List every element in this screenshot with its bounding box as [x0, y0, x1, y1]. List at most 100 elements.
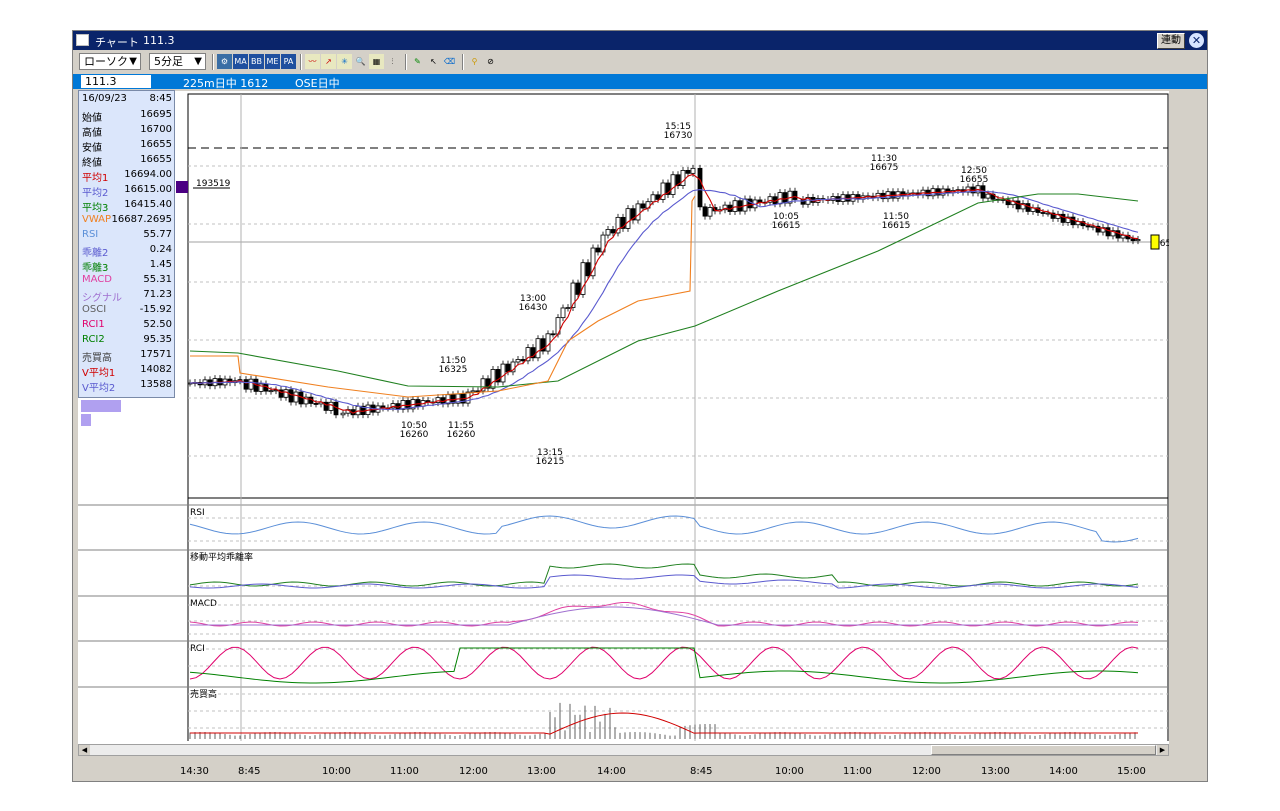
candle-body — [288, 389, 294, 403]
ohlc-value: 16687.2695 — [111, 214, 172, 225]
ohlc-value: -15.92 — [139, 304, 172, 315]
ohlc-row: V平均1 14082 — [82, 364, 172, 379]
chart-app-icon — [76, 34, 89, 46]
ohlc-value: 14082 — [140, 364, 172, 375]
link-button[interactable]: 連動 — [1157, 33, 1185, 49]
time-tick-label: 14:30 — [180, 766, 209, 777]
grid-icon[interactable]: ▦ — [369, 54, 384, 69]
candle-body — [732, 200, 738, 212]
ohlc-value: 17571 — [140, 349, 172, 360]
line-chart-icon[interactable]: 〰 — [305, 54, 320, 69]
candle-body — [1115, 230, 1121, 239]
eraser-icon[interactable]: ⌫ — [443, 57, 456, 66]
chart-type-value: ローソク — [84, 55, 128, 68]
settings-icon[interactable]: ⚙ — [217, 54, 232, 69]
ohlc-datetime: 16/09/23 8:45 — [82, 93, 172, 108]
ohlc-row: 乖離2 0.24 — [82, 244, 172, 259]
chart-area[interactable]: 1670016600165001640016300162001656819351… — [78, 91, 1205, 745]
time-tick-label: 11:00 — [390, 766, 419, 777]
candle-body — [675, 174, 681, 186]
ohlc-time: 8:45 — [149, 93, 172, 104]
chart-type-dropdown[interactable]: ローソク ▼ — [79, 53, 141, 70]
time-tick-label: 13:00 — [981, 766, 1010, 777]
candle-body — [258, 383, 264, 392]
candle-body — [767, 196, 773, 203]
ohlc-key: 高値 — [82, 128, 102, 139]
rci2-line — [189, 647, 1139, 684]
candle-body — [625, 208, 631, 229]
subpanel-label: RSI — [190, 508, 205, 518]
info-bar: 111.3 225m日中 1612 OSE日中 — [73, 74, 1207, 90]
ohlc-key: OSCI — [82, 304, 107, 315]
code-input[interactable]: 111.3 — [81, 75, 151, 88]
annotation-time: 10:50 — [401, 421, 427, 431]
ohlc-key: MACD — [82, 274, 112, 285]
annotation-value: 16260 — [447, 430, 476, 440]
ohlc-value: 52.50 — [143, 319, 172, 330]
cursor-icon[interactable]: ↖ — [430, 57, 437, 66]
annotation-time: 11:30 — [871, 154, 897, 164]
candle-body — [530, 347, 536, 359]
zoom-icon[interactable]: 🔍 — [355, 57, 366, 66]
candle-body — [313, 403, 319, 405]
ohlc-key: VWAP — [82, 214, 112, 225]
pen-icon[interactable]: ✎ — [414, 57, 421, 66]
ohlc-key: V平均1 — [82, 368, 116, 379]
annotation-time: 12:50 — [961, 166, 987, 176]
interval-dropdown[interactable]: 5分足 ▼ — [149, 53, 206, 70]
search-icon[interactable]: ⚲ — [471, 57, 478, 66]
ohlc-key: 平均1 — [82, 173, 109, 184]
candle-body — [328, 401, 334, 411]
candle-body — [268, 390, 274, 393]
annotation-value: 16730 — [664, 131, 693, 141]
horizontal-scrollbar[interactable]: ◀ ▶ — [78, 744, 1169, 756]
annotation-value: 16260 — [400, 430, 429, 440]
time-tick-label: 11:00 — [843, 766, 872, 777]
time-tick-label: 12:00 — [459, 766, 488, 777]
ohlc-row: 終値 16655 — [82, 154, 172, 169]
annotation-value: 16675 — [870, 163, 899, 173]
scroll-right-icon[interactable]: ▶ — [1157, 745, 1168, 755]
time-axis: 14:30 8:45 10:00 11:00 12:00 13:00 14:00 8:45 10… — [78, 758, 1169, 780]
scroll-thumb[interactable] — [931, 745, 1156, 755]
no-draw-icon[interactable]: ⊘ — [487, 57, 494, 66]
annotation-time: 11:50 — [883, 212, 909, 222]
subpanel-label: 売買高 — [190, 688, 217, 700]
candle-body — [525, 347, 531, 362]
bars-icon[interactable]: ⫶ — [391, 57, 394, 66]
pa-button[interactable]: PA — [281, 54, 296, 69]
annotation-value: 16325 — [439, 365, 468, 375]
ohlc-row: MACD 55.31 — [82, 274, 172, 289]
time-tick-label: 10:00 — [322, 766, 351, 777]
bb-button[interactable]: BB — [249, 54, 264, 69]
annotation-value: 16615 — [882, 221, 911, 231]
candle-body — [1135, 239, 1141, 242]
candle-body — [702, 206, 708, 217]
candle-body — [590, 247, 596, 277]
candle-body — [565, 307, 571, 309]
candle-body — [605, 229, 611, 236]
annotation-time: 11:50 — [440, 356, 466, 366]
ma-button[interactable]: MA — [233, 54, 248, 69]
scroll-left-icon[interactable]: ◀ — [79, 745, 90, 755]
close-icon[interactable]: ✕ — [1189, 33, 1204, 48]
candle-body — [485, 378, 491, 389]
candle-body — [435, 397, 441, 403]
title-bar[interactable]: チャート 111.3 連動 ✕ — [73, 31, 1207, 50]
current-price-label: 16568 — [1154, 239, 1169, 249]
scatter-icon[interactable]: ✳ — [337, 54, 352, 69]
subpanel-label: 移動平均乖離率 — [190, 551, 253, 563]
annotation-time: 13:00 — [520, 294, 546, 304]
candle-body — [777, 192, 783, 205]
candle-body — [495, 369, 501, 383]
chart-svg[interactable]: 1670016600165001640016300162001656819351… — [78, 91, 1205, 745]
me-button[interactable]: ME — [265, 54, 280, 69]
candle-body — [792, 190, 798, 200]
candle-body — [515, 359, 521, 363]
trend-icon[interactable]: ↗ — [321, 54, 336, 69]
ohlc-key: シグナル — [82, 293, 122, 304]
ohlc-row: 平均3 16415.40 — [82, 199, 172, 214]
ohlc-row: シグナル 71.23 — [82, 289, 172, 304]
candle-body — [722, 204, 728, 211]
candle-body — [680, 169, 686, 186]
